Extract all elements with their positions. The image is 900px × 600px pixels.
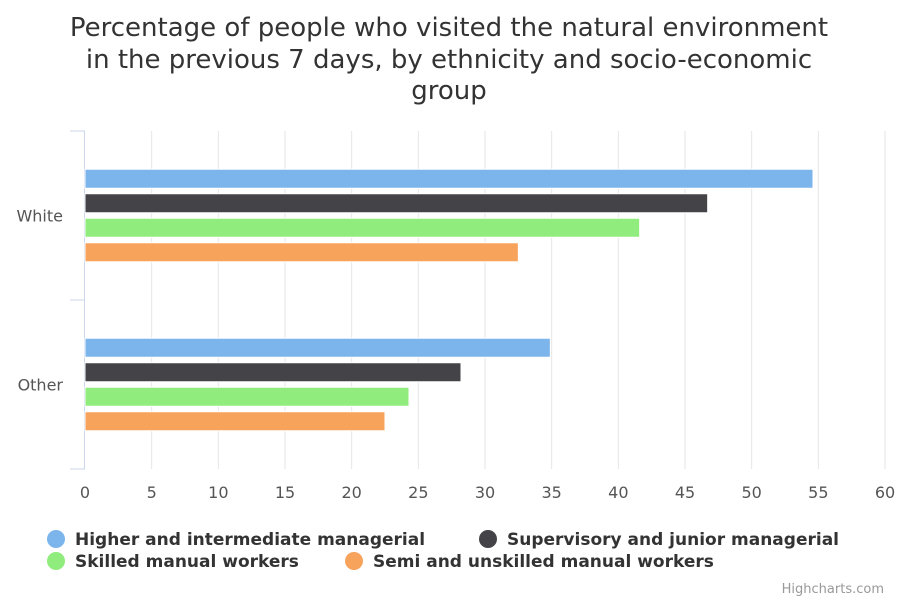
legend-item[interactable]: Semi and unskilled manual workers — [345, 552, 714, 572]
bars — [84, 168, 814, 432]
tick-label: 20 — [341, 483, 361, 502]
category-label: Other — [18, 376, 64, 395]
tick-label: 15 — [275, 483, 295, 502]
category-labels: White Other — [16, 207, 63, 395]
legend-item[interactable]: Supervisory and junior managerial — [479, 530, 839, 550]
tick-label: 25 — [408, 483, 428, 502]
bar[interactable] — [84, 362, 462, 383]
tick-label: 60 — [875, 483, 895, 502]
bar[interactable] — [84, 411, 386, 432]
bar[interactable] — [84, 386, 410, 407]
chart-title-line-2: in the previous 7 days, by ethnicity and… — [86, 45, 812, 75]
legend-symbol — [47, 530, 65, 548]
bar[interactable] — [84, 168, 814, 189]
tick-label: 30 — [475, 483, 495, 502]
category-label: White — [16, 207, 63, 226]
tick-label: 5 — [147, 483, 157, 502]
bar[interactable] — [84, 217, 641, 238]
legend-symbol — [47, 552, 65, 570]
legend-label: Supervisory and junior managerial — [507, 530, 839, 550]
legend-item[interactable]: Skilled manual workers — [47, 552, 299, 572]
bar[interactable] — [84, 193, 709, 214]
chart-title-line-3: group — [411, 76, 487, 106]
bar[interactable] — [84, 337, 551, 358]
credits-link[interactable]: Highcharts.com — [782, 582, 884, 597]
legend-symbol — [479, 530, 497, 548]
legend-label: Semi and unskilled manual workers — [373, 552, 714, 572]
tick-label: 55 — [808, 483, 828, 502]
tick-label: 40 — [608, 483, 628, 502]
tick-label: 10 — [208, 483, 228, 502]
legend-label: Skilled manual workers — [75, 552, 299, 572]
legend: Higher and intermediate managerial Superv… — [47, 530, 839, 572]
bar[interactable] — [84, 242, 519, 263]
legend-label: Higher and intermediate managerial — [75, 530, 425, 550]
value-axis-ticks: 0 5 10 15 20 25 30 35 40 45 50 55 60 — [80, 483, 895, 502]
tick-label: 35 — [541, 483, 561, 502]
legend-symbol — [345, 552, 363, 570]
legend-item[interactable]: Higher and intermediate managerial — [47, 530, 425, 550]
chart-title-line-1: Percentage of people who visited the nat… — [70, 13, 828, 43]
tick-label: 50 — [741, 483, 761, 502]
chart-title: Percentage of people who visited the nat… — [70, 13, 828, 106]
tick-label: 0 — [80, 483, 90, 502]
tick-label: 45 — [675, 483, 695, 502]
category-axis — [70, 130, 85, 470]
